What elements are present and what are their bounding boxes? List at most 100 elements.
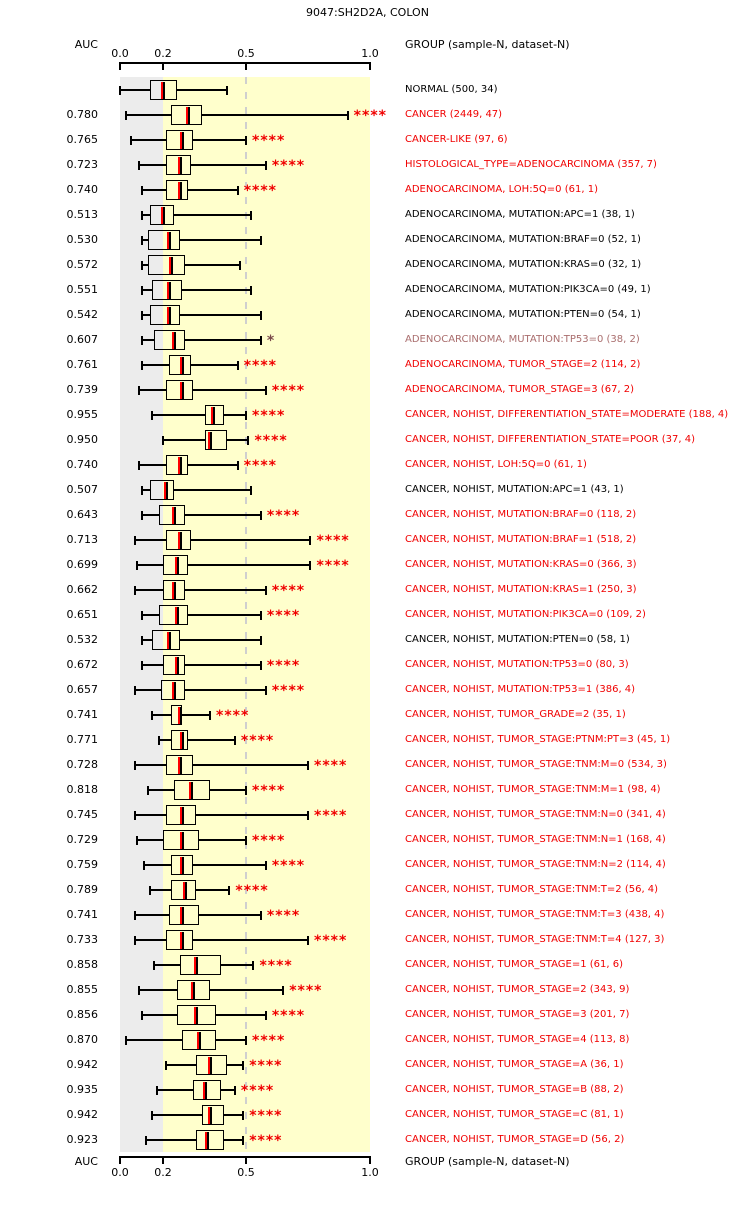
header-auc-label: AUC — [74, 38, 98, 51]
whisker-right — [174, 489, 251, 491]
whisker-right — [190, 539, 311, 541]
whisker-cap-right — [259, 636, 262, 645]
whisker-left — [141, 314, 151, 316]
auc-value: 0.761 — [66, 358, 99, 371]
whisker-right — [223, 1114, 244, 1116]
whisker-right — [196, 889, 230, 891]
whisker-cap-left — [151, 1111, 154, 1120]
whisker-right — [226, 1064, 244, 1066]
whisker-cap-right — [249, 211, 252, 220]
significance-stars: **** — [252, 133, 286, 149]
whisker-left — [141, 289, 153, 291]
whisker-cap-left — [140, 1011, 143, 1020]
significance-stars: **** — [271, 1008, 306, 1024]
whisker-cap-right — [249, 286, 252, 295]
whisker-cap-right — [209, 711, 212, 720]
whisker-right — [190, 164, 266, 166]
whisker-cap-right — [233, 1086, 236, 1095]
whisker-cap-right — [236, 361, 239, 370]
group-label: ADENOCARCINOMA, LOH:5Q=0 (61, 1) — [405, 184, 598, 195]
whisker-left — [163, 439, 205, 441]
whisker-left — [141, 639, 153, 641]
auc-value: 0.950 — [66, 433, 99, 446]
median-line — [177, 457, 180, 474]
whisker-left — [141, 514, 159, 516]
auc-value: 0.855 — [66, 983, 99, 996]
whisker-right — [196, 814, 308, 816]
significance-stars: **** — [240, 1083, 275, 1099]
group-label: CANCER, NOHIST, MUTATION:KRAS=1 (250, 3) — [405, 584, 637, 595]
auc-value: 0.771 — [66, 733, 99, 746]
group-label: CANCER, NOHIST, TUMOR_STAGE=D (56, 2) — [405, 1134, 625, 1145]
group-label: ADENOCARCINOMA, MUTATION:BRAF=0 (52, 1) — [405, 234, 641, 245]
whisker-right — [185, 514, 261, 516]
auc-value: 0.723 — [66, 158, 99, 171]
whisker-cap-left — [140, 236, 143, 245]
iqr-box — [174, 780, 211, 800]
median-line-black — [196, 1007, 199, 1024]
whisker-cap-right — [259, 311, 262, 320]
median-line — [177, 182, 180, 199]
median-line — [161, 207, 163, 224]
whisker-left — [154, 964, 180, 966]
whisker-cap-left — [140, 311, 143, 320]
median-line — [180, 932, 183, 949]
auc-value: 0.662 — [66, 583, 99, 596]
whisker-cap-left — [138, 461, 141, 470]
whisker-cap-right — [236, 461, 239, 470]
whisker-left — [141, 364, 169, 366]
whisker-right — [185, 689, 266, 691]
median-line-black — [182, 832, 185, 849]
whisker-left — [165, 1064, 197, 1066]
iqr-box — [165, 755, 194, 775]
top-axis-tick-label-0.5: 0.5 — [237, 47, 255, 60]
whisker-right — [210, 789, 246, 791]
group-label: CANCER (2449, 47) — [405, 109, 503, 120]
whisker-left — [147, 789, 175, 791]
median-line — [180, 732, 183, 749]
iqr-box — [176, 1005, 216, 1025]
whisker-cap-right — [264, 1011, 267, 1020]
whisker-left — [120, 89, 151, 91]
whisker-left — [141, 264, 148, 266]
median-line — [191, 982, 194, 999]
group-label: CANCER, NOHIST, TUMOR_STAGE:TNM:N=2 (114… — [405, 859, 666, 870]
group-label: NORMAL (500, 34) — [405, 84, 498, 95]
significance-stars: **** — [271, 583, 306, 599]
auc-value: 0.856 — [66, 1008, 99, 1021]
median-line — [177, 757, 180, 774]
whisker-left — [141, 1014, 177, 1016]
iqr-box — [165, 530, 191, 550]
top-axis-tick-0.2 — [162, 64, 164, 70]
whisker-right — [193, 139, 246, 141]
group-label: CANCER, NOHIST, TUMOR_GRADE=2 (35, 1) — [405, 709, 626, 720]
significance-stars: **** — [252, 783, 286, 799]
auc-value: 0.542 — [66, 308, 99, 321]
median-line — [169, 257, 172, 274]
auc-value: 0.818 — [66, 783, 99, 796]
whisker-right — [193, 764, 308, 766]
whisker-left — [141, 239, 148, 241]
median-line-black — [210, 1107, 213, 1124]
iqr-box — [204, 405, 224, 425]
auc-value: 0.607 — [66, 333, 99, 346]
whisker-cap-right — [346, 111, 349, 120]
median-line — [177, 532, 180, 549]
iqr-box — [201, 1105, 224, 1125]
whisker-cap-left — [136, 561, 139, 570]
whisker-cap-left — [140, 336, 143, 345]
whisker-cap-right — [307, 761, 309, 770]
iqr-box — [147, 255, 186, 275]
whisker-cap-right — [239, 261, 242, 270]
group-label: ADENOCARCINOMA, TUMOR_STAGE=3 (67, 2) — [405, 384, 635, 395]
bottom-axis-tick-0.0 — [119, 1158, 121, 1164]
whisker-right — [210, 989, 284, 991]
whisker-right — [193, 864, 266, 866]
whisker-cap-left — [140, 286, 143, 295]
median-line — [172, 682, 175, 699]
iqr-box — [163, 830, 199, 850]
whisker-cap-left — [162, 436, 164, 445]
group-label: CANCER, NOHIST, TUMOR_STAGE=A (36, 1) — [405, 1059, 624, 1070]
whisker-right — [185, 664, 261, 666]
